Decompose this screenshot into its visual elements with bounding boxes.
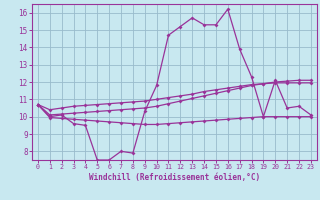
X-axis label: Windchill (Refroidissement éolien,°C): Windchill (Refroidissement éolien,°C) [89, 173, 260, 182]
